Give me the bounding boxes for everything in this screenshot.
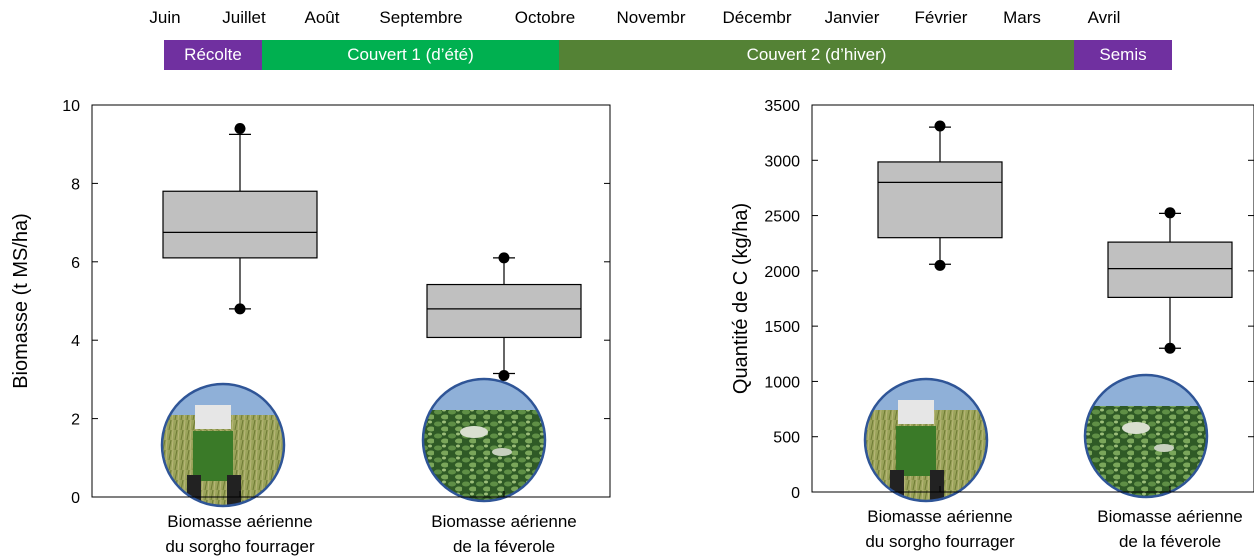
flower-cluster (1122, 422, 1150, 434)
y-tick-label: 3500 (764, 98, 800, 115)
outlier-point (234, 303, 246, 315)
plot-frame (91, 104, 611, 498)
outlier-point (934, 120, 946, 132)
month-label: Juin (149, 8, 181, 27)
y-tick-label: 2000 (764, 264, 800, 281)
month-label: Avril (1087, 8, 1121, 27)
month-label: Septembre (379, 8, 463, 27)
x-category-label: Biomasse aérienne (167, 512, 313, 531)
x-category-label: du sorgho fourrager (165, 537, 315, 556)
month-label: Juillet (222, 8, 266, 27)
month-label: Janvier (824, 8, 880, 27)
x-category-label: de la féverole (453, 537, 555, 556)
y-tick-label: 1000 (764, 374, 800, 391)
month-label: Août (304, 8, 340, 27)
y-axis-label: Quantité de C (kg/ha) (730, 203, 752, 394)
flower-cluster (460, 426, 488, 438)
outlier-point (234, 123, 246, 135)
x-category-label: Biomasse aérienne (1097, 507, 1243, 526)
outlier-point (934, 259, 946, 271)
phase-segment: Semis (1074, 40, 1172, 70)
outlier-point (1164, 207, 1176, 219)
box-plot (426, 252, 582, 381)
y-tick-label: 2500 (764, 209, 800, 226)
photo-field (423, 410, 545, 501)
month-timeline: Juin Juillet Août Septembre Octobre Novembr Dé… (0, 8, 1254, 32)
y-tick-label: 3000 (764, 153, 800, 170)
photo-border (1083, 373, 1209, 499)
chart-panel: 0 2 4 6 8 10 Biomasse (t MS/ha) Biomasse aérien… (10, 98, 611, 556)
month-label: Décembr (722, 8, 792, 27)
month-label: Mars (1003, 8, 1041, 27)
x-category-label: du sorgho fourrager (865, 532, 1015, 551)
tractor-cab (898, 400, 934, 424)
month-label: Novembr (616, 8, 686, 27)
y-tick-label: 8 (71, 176, 80, 193)
tractor-wheel (890, 470, 904, 501)
phase-bar: Récolte Couvert 1 (d’été) Couvert 2 (d’hiv… (0, 40, 1254, 70)
y-tick-label: 0 (791, 485, 800, 502)
month-label: Octobre (514, 8, 576, 27)
photo-border (160, 382, 286, 508)
tractor-cab (195, 405, 231, 429)
tractor-body (896, 426, 936, 476)
box-iqr (426, 283, 582, 339)
flower-cluster (1154, 444, 1174, 452)
x-category-label: Biomasse aérienne (431, 512, 577, 531)
tractor-body (193, 431, 233, 481)
y-tick-label: 2 (71, 412, 80, 429)
tractor-wheel (930, 470, 944, 501)
photo-border (421, 377, 547, 503)
y-tick-label: 6 (71, 255, 80, 272)
month-label: Février (914, 8, 968, 27)
y-tick-label: 10 (62, 98, 80, 115)
photo-field (1085, 406, 1207, 497)
y-tick-label: 500 (773, 430, 800, 447)
box-plot (162, 123, 318, 315)
y-axis-label: Biomasse (t MS/ha) (10, 213, 32, 389)
phase-segment: Récolte (164, 40, 262, 70)
box-iqr (1107, 241, 1233, 298)
tractor-wheel (227, 475, 241, 506)
flower-cluster (492, 448, 512, 456)
box-plot (1107, 207, 1233, 354)
phase-segment: Couvert 1 (d’été) (262, 40, 559, 70)
x-category-label: Biomasse aérienne (867, 507, 1013, 526)
outlier-point (1164, 342, 1176, 354)
box-plot (877, 120, 1003, 271)
outlier-point (498, 369, 510, 381)
box-iqr (162, 190, 318, 259)
y-tick-label: 4 (71, 333, 80, 350)
chart-panel: 0 500 1000 1500 2000 2500 3000 3500 Quantité de … (730, 98, 1254, 551)
plot-frame (811, 104, 1254, 493)
y-tick-label: 0 (71, 490, 80, 507)
phase-segment: Couvert 2 (d’hiver) (559, 40, 1074, 70)
photo-border (863, 377, 989, 503)
y-tick-label: 1500 (764, 319, 800, 336)
tractor-wheel (187, 475, 201, 506)
box-iqr (877, 161, 1003, 239)
x-category-label: de la féverole (1119, 532, 1221, 551)
outlier-point (498, 252, 510, 264)
